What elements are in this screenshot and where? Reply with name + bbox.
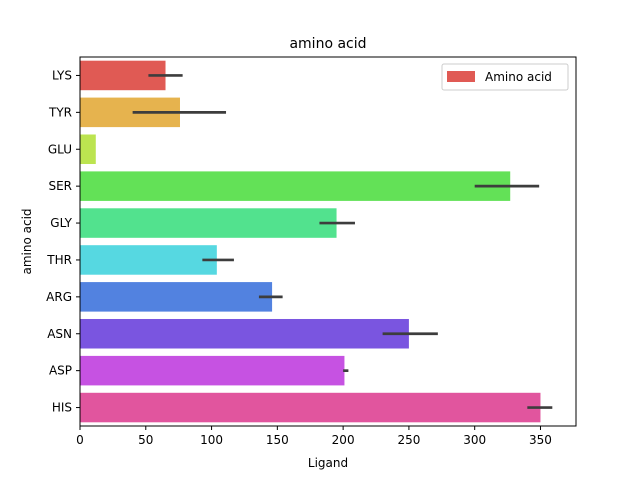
error-bars-group [132,74,553,409]
y-tick-label: SER [48,179,72,193]
bar-asp [80,355,345,386]
plot-frame [79,56,577,427]
bar-asn [80,318,409,349]
x-tick-label: 0 [76,433,84,447]
chart-title: amino acid [289,36,366,52]
legend-box [441,63,569,91]
bar-gly [80,208,337,238]
y-tick-label: HIS [52,401,72,415]
y-tick-label: THR [46,253,72,267]
x-tick-label: 250 [397,433,420,447]
y-tick-label: ASP [49,364,72,378]
y-tick-label: GLU [48,142,72,156]
y-tick-label: ASN [47,327,72,341]
bars-group [80,60,541,423]
x-tick-label: 100 [200,433,223,447]
x-tick-label: 300 [463,433,486,447]
bar-his [80,392,541,423]
x-axis-label: Ligand [308,456,348,470]
x-tick-label: 200 [332,433,355,447]
y-tick-label: GLY [50,216,72,230]
bar-glu [80,134,96,165]
x-tick-label: 150 [266,433,289,447]
x-axis: 0 50 100 150 200 250 300 350 [76,426,552,447]
y-tick-label: TYR [48,105,72,119]
bar-arg [80,282,273,312]
legend: Amino acid [441,63,569,91]
y-axis-label: amino acid [20,208,34,274]
bar-ser [80,171,511,201]
legend-swatch [447,71,475,82]
y-axis: LYS TYR GLU SER GLY THR ARG ASN ASP HIS [46,68,80,415]
y-tick-label: ARG [46,290,72,304]
x-tick-label: 50 [138,433,153,447]
y-tick-label: LYS [52,68,72,82]
bar-thr [80,245,217,275]
x-tick-label: 350 [529,433,552,447]
legend-label: Amino acid [485,70,552,84]
